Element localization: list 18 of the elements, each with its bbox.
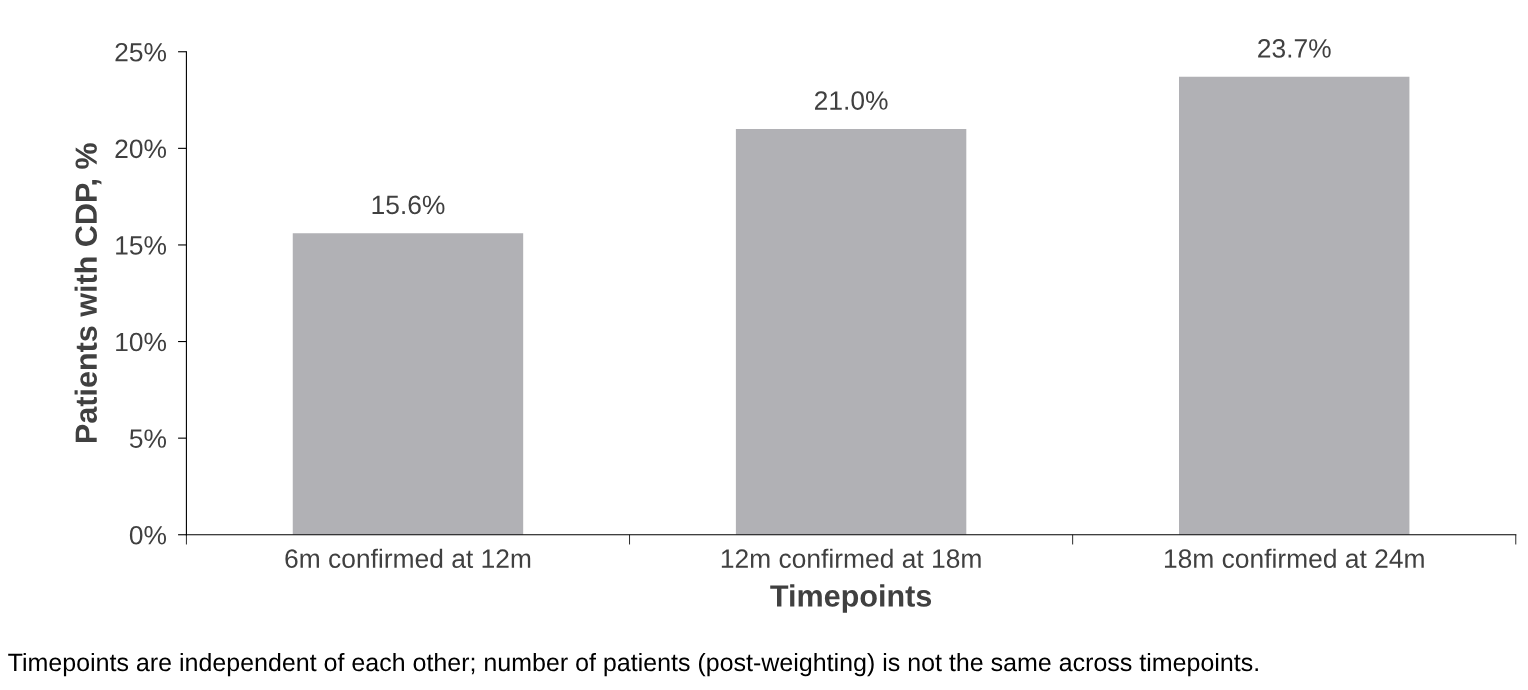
x-tick-label: 6m confirmed at 12m [285,548,531,569]
y-tick-label: 20% [115,139,167,159]
bar [292,233,524,535]
y-axis-title: Patients with CDP, % [74,143,102,443]
data-label: 15.6% [372,195,445,215]
data-label: 21.0% [815,91,888,110]
y-tick-label: 0% [129,525,167,545]
y-tick-label: 5% [129,429,167,448]
x-axis-title: Timepoints [770,584,932,613]
y-tick-label: 15% [116,236,167,255]
x-tick-label: 12m confirmed at 18m [721,548,981,569]
y-tick-label: 10% [116,332,167,352]
data-label: 23.7% [1258,39,1331,58]
y-tick-label: 25% [115,42,167,62]
bar [1179,76,1410,535]
text: Timepoints are independent of each other; number of patients (post-weighting) is not the same across timepoints. [8,652,1258,677]
x-tick-label: 18m confirmed at 24m [1164,548,1424,569]
bar [735,129,967,535]
